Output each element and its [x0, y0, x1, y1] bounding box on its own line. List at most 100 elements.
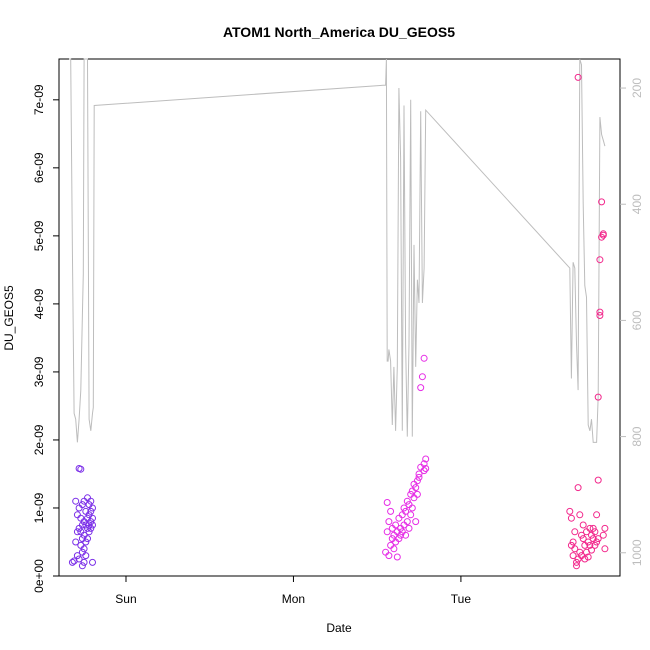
data-point	[385, 518, 393, 526]
data-point	[75, 555, 83, 563]
data-point	[422, 455, 430, 463]
data-point	[87, 507, 95, 515]
data-point	[77, 514, 85, 522]
data-point	[420, 460, 428, 468]
data-point	[382, 548, 390, 556]
data-point	[84, 535, 91, 543]
data-point	[72, 497, 80, 505]
data-point	[576, 511, 584, 519]
scatter-points-layer	[68, 73, 609, 570]
data-point	[579, 535, 587, 543]
data-point	[87, 497, 95, 505]
data-point	[403, 497, 411, 505]
data-point	[390, 545, 398, 553]
data-point	[407, 511, 415, 519]
data-point	[573, 558, 580, 566]
data-point	[571, 528, 579, 536]
data-point	[395, 514, 403, 522]
data-point	[413, 477, 421, 485]
right-pressure-axis: 200 400 600 800 1000	[620, 78, 644, 566]
data-point	[385, 552, 393, 560]
y-tick-label: 5e-09	[32, 220, 46, 251]
data-point	[68, 558, 76, 566]
data-point	[89, 514, 96, 522]
data-point	[594, 393, 602, 401]
data-point	[412, 484, 420, 492]
y-tick-label: 2e-09	[32, 424, 46, 455]
data-point	[78, 562, 86, 570]
data-point	[87, 518, 95, 526]
data-point	[402, 531, 410, 539]
data-point	[405, 524, 413, 532]
data-point	[78, 521, 86, 529]
plot-frame	[58, 58, 621, 577]
data-point	[75, 504, 83, 512]
y-axis: 0e+00 1e-09 2e-09 3e-09 4e-09 5e-09 6e-09 7e-09	[32, 84, 59, 593]
x-tick-label: Tue	[451, 592, 472, 606]
data-point	[420, 467, 428, 475]
data-point	[89, 558, 96, 566]
data-point	[601, 524, 609, 532]
data-point	[82, 538, 90, 546]
data-point	[418, 373, 426, 381]
data-point	[412, 518, 420, 526]
data-point	[85, 528, 93, 536]
data-point	[392, 521, 400, 529]
data-point	[569, 552, 577, 560]
data-point	[397, 531, 405, 539]
data-point	[400, 504, 408, 512]
data-point	[599, 531, 607, 539]
data-point	[392, 538, 400, 546]
data-point	[594, 476, 602, 484]
y-tick-label: 3e-09	[32, 356, 46, 387]
data-point	[395, 535, 403, 543]
data-point	[393, 553, 401, 561]
data-point	[581, 555, 589, 563]
data-point	[82, 552, 90, 560]
y-tick-label: 7e-09	[32, 84, 46, 115]
data-point	[73, 511, 81, 519]
data-point	[596, 256, 604, 264]
data-point	[567, 514, 575, 522]
x-tick-label: Sun	[115, 592, 136, 606]
data-point	[584, 538, 592, 546]
data-point	[596, 312, 604, 319]
data-point	[596, 308, 604, 316]
data-point	[80, 545, 88, 553]
data-point	[398, 511, 406, 519]
data-point	[586, 524, 594, 532]
data-point	[420, 354, 428, 362]
data-point	[422, 465, 430, 472]
data-point	[383, 499, 391, 506]
x-axis: Sun Mon Tue	[115, 576, 471, 606]
data-point	[410, 494, 418, 502]
data-point	[403, 518, 411, 526]
data-point	[417, 384, 425, 392]
data-point	[573, 562, 580, 570]
data-point	[87, 524, 95, 532]
data-point	[598, 233, 606, 241]
data-point	[601, 545, 609, 553]
chart-title: ATOM1 North_America DU_GEOS5	[223, 24, 455, 40]
data-point	[89, 504, 96, 512]
data-point	[569, 538, 577, 546]
y-tick-label: 1e-09	[32, 492, 46, 523]
data-point	[402, 507, 410, 515]
data-point	[594, 535, 602, 543]
data-point	[591, 541, 599, 549]
data-point	[387, 507, 395, 515]
data-point	[89, 521, 96, 529]
data-point	[84, 494, 91, 502]
pressure-line-layer	[69, 58, 606, 443]
data-point	[413, 490, 421, 498]
data-point	[415, 473, 423, 481]
data-point	[73, 552, 81, 560]
y-axis-label: DU_GEOS5	[2, 285, 16, 351]
data-point	[586, 541, 594, 549]
x-axis-label: Date	[326, 621, 352, 635]
data-point	[85, 521, 93, 529]
data-point	[78, 501, 86, 509]
data-point	[383, 528, 391, 536]
data-point	[84, 524, 91, 532]
